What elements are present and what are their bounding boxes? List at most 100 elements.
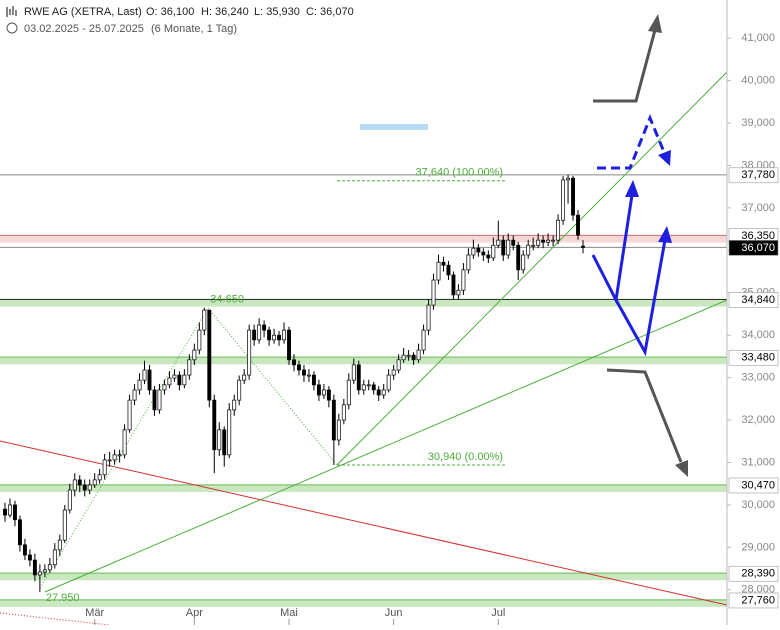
level-label: 28,390 bbox=[741, 568, 775, 580]
header-bg bbox=[0, 0, 380, 38]
level-label: 30,470 bbox=[741, 479, 775, 491]
candle-body bbox=[202, 309, 207, 331]
candle-body bbox=[391, 369, 396, 376]
candle-body bbox=[42, 569, 47, 573]
candle-body bbox=[336, 419, 341, 441]
y-tick-label: 41,000 bbox=[741, 32, 775, 44]
candle-body bbox=[371, 384, 376, 391]
ohlc: H: 36,240 bbox=[201, 6, 249, 18]
candle-body bbox=[546, 239, 551, 243]
x-tick-label: Mai bbox=[280, 607, 298, 619]
candle-body bbox=[376, 389, 381, 396]
candle-body bbox=[62, 509, 67, 541]
candle-body bbox=[282, 329, 286, 341]
candle-body bbox=[326, 389, 331, 401]
zigzag bbox=[39, 307, 338, 589]
level-label: 36,070 bbox=[741, 242, 775, 254]
arrow bbox=[606, 368, 683, 463]
candle-body bbox=[501, 239, 506, 256]
level-label-box bbox=[728, 592, 779, 609]
level-band bbox=[0, 356, 727, 365]
candle-body bbox=[581, 245, 585, 248]
candle-body bbox=[117, 454, 122, 457]
arrow bbox=[593, 29, 657, 103]
y-tick-label: 37,000 bbox=[741, 202, 775, 214]
candle-body bbox=[571, 177, 575, 216]
chart-icon bbox=[6, 6, 17, 17]
candle-body bbox=[306, 374, 311, 377]
level-label: 34,840 bbox=[741, 294, 775, 306]
arrows bbox=[591, 14, 688, 477]
candle-body bbox=[561, 179, 566, 221]
arrow-head bbox=[648, 14, 662, 33]
candle-body bbox=[172, 374, 177, 379]
candle-body bbox=[157, 389, 162, 411]
candle-body bbox=[132, 389, 137, 401]
candle-body bbox=[162, 384, 167, 391]
extreme-label: 27.950 bbox=[46, 592, 80, 604]
candle-body bbox=[102, 459, 107, 476]
candle-body bbox=[182, 374, 187, 386]
candle-body bbox=[22, 544, 27, 556]
candle-body bbox=[556, 219, 561, 241]
level-label: 27,760 bbox=[741, 594, 775, 606]
candle-body bbox=[57, 539, 62, 551]
level-label: 36,350 bbox=[741, 230, 775, 242]
candle-body bbox=[516, 244, 521, 271]
ohlc: C: 36,070 bbox=[306, 6, 354, 18]
trend-line bbox=[0, 612, 111, 626]
candle-body bbox=[82, 484, 87, 491]
y-tick-label: 39,000 bbox=[741, 117, 775, 129]
candle-body bbox=[311, 374, 316, 386]
y-tick-label: 33,000 bbox=[741, 372, 775, 384]
level-band bbox=[0, 572, 727, 581]
candle-body bbox=[416, 349, 421, 361]
candle-body bbox=[381, 389, 386, 396]
candle-body bbox=[481, 251, 486, 256]
trend-line bbox=[0, 440, 728, 606]
date-range: 03.02.2025 - 25.07.2025 bbox=[24, 23, 144, 35]
title: RWE AG (XETRA, Last) bbox=[24, 6, 142, 18]
level-label-box bbox=[728, 167, 779, 184]
candle-body bbox=[531, 244, 536, 247]
candle-body bbox=[541, 239, 546, 243]
candle-body bbox=[242, 374, 247, 381]
level-label-box bbox=[728, 565, 779, 582]
candle-body bbox=[107, 459, 112, 462]
candle-body bbox=[32, 559, 37, 576]
candle-body bbox=[356, 364, 361, 391]
arrow bbox=[597, 114, 666, 170]
candle-body bbox=[112, 454, 117, 461]
candle-body bbox=[272, 334, 277, 341]
level-band bbox=[0, 234, 727, 243]
candle-body bbox=[267, 329, 272, 341]
candle-body bbox=[436, 261, 441, 281]
candle-body bbox=[461, 269, 466, 291]
candle-body bbox=[451, 274, 456, 296]
x-tick-label: Jun bbox=[385, 607, 403, 619]
fib-label: 30,940 (0.00%) bbox=[428, 451, 503, 463]
trend-line bbox=[44, 299, 728, 593]
candle-body bbox=[187, 359, 192, 376]
candle-body bbox=[177, 374, 182, 386]
candle-body bbox=[237, 379, 242, 401]
candle-body bbox=[207, 309, 212, 401]
arrow-head bbox=[675, 460, 688, 477]
candle-body bbox=[37, 571, 42, 576]
candle-body bbox=[67, 489, 72, 511]
candle-body bbox=[152, 389, 157, 411]
candle-body bbox=[92, 479, 97, 486]
candle-body bbox=[8, 504, 12, 516]
level-label: 33,480 bbox=[741, 352, 775, 364]
y-tick-label: 29,000 bbox=[741, 541, 775, 553]
candle-body bbox=[551, 239, 556, 242]
candle-body bbox=[511, 239, 516, 246]
candle-body bbox=[227, 409, 232, 456]
arrow-head bbox=[658, 226, 672, 243]
candle-body bbox=[52, 549, 57, 566]
candle-body bbox=[536, 239, 541, 246]
candle-body bbox=[147, 369, 152, 391]
candle-body bbox=[192, 349, 197, 361]
candle-body bbox=[232, 399, 237, 411]
